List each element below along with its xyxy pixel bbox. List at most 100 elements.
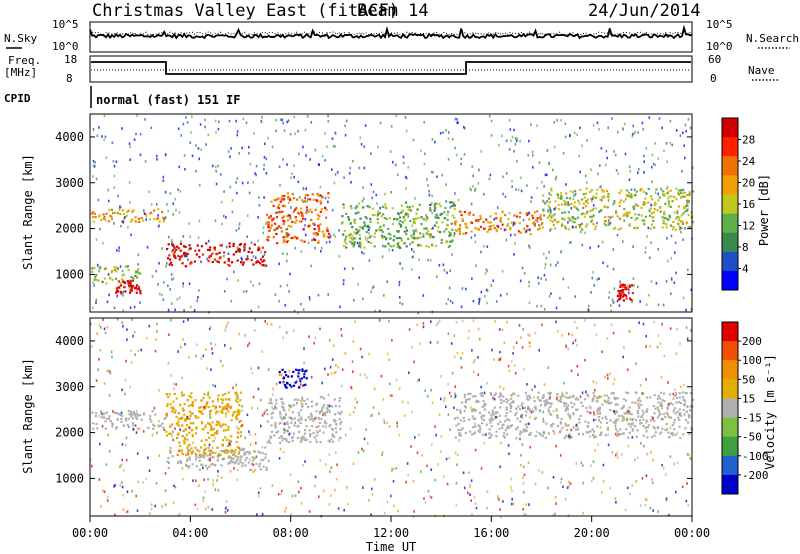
heatmap-cell: [388, 248, 390, 252]
heatmap-cell: [300, 416, 303, 419]
heatmap-cell: [257, 239, 259, 243]
heatmap-cell: [256, 260, 259, 263]
heatmap-cell: [634, 458, 636, 462]
heatmap-cell: [641, 477, 644, 480]
heatmap-cell: [664, 429, 667, 432]
heatmap-cell: [284, 429, 287, 432]
heatmap-cell: [613, 287, 616, 290]
heatmap-cell: [156, 431, 158, 435]
heatmap-cell: [458, 230, 461, 233]
heatmap-cell: [124, 265, 127, 268]
heatmap-cell: [275, 118, 278, 122]
heatmap-cell: [626, 368, 629, 371]
heatmap-cell: [619, 283, 622, 286]
heatmap-cell: [133, 305, 136, 309]
heatmap-cell: [625, 428, 628, 431]
heatmap-cell: [478, 430, 481, 433]
heatmap-cell: [315, 410, 318, 413]
heatmap-cell: [334, 235, 336, 238]
heatmap-cell: [126, 265, 129, 268]
heatmap-cell: [411, 410, 413, 414]
heatmap-cell: [261, 264, 264, 267]
heatmap-cell: [544, 404, 547, 407]
heatmap-cell: [643, 160, 645, 163]
heatmap-cell: [526, 422, 529, 425]
heatmap-cell: [599, 185, 601, 189]
heatmap-cell: [500, 515, 502, 519]
heatmap-cell: [94, 277, 97, 280]
heatmap-cell: [386, 421, 388, 425]
heatmap-cell: [474, 448, 477, 452]
heatmap-cell: [680, 230, 682, 234]
heatmap-cell: [279, 413, 282, 416]
heatmap-cell: [581, 144, 583, 148]
heatmap-cell: [509, 228, 512, 231]
heatmap-cell: [635, 203, 637, 206]
heatmap-cell: [324, 206, 327, 209]
heatmap-cell: [177, 424, 180, 427]
heatmap-cell: [243, 249, 246, 252]
heatmap-cell: [662, 219, 665, 222]
heatmap-cell: [644, 251, 647, 254]
heatmap-cell: [250, 241, 253, 244]
heatmap-cell: [463, 409, 466, 413]
heatmap-cell: [184, 453, 188, 456]
heatmap-cell: [669, 205, 672, 208]
heatmap-cell: [417, 216, 420, 220]
heatmap-cell: [309, 433, 312, 436]
heatmap-cell: [382, 213, 385, 216]
heatmap-cell: [519, 139, 521, 143]
heatmap-cell: [232, 386, 234, 390]
heatmap-cell: [112, 211, 114, 215]
heatmap-cell: [600, 209, 603, 212]
heatmap-cell: [567, 404, 570, 407]
heatmap-cell: [331, 208, 334, 212]
heatmap-cell: [280, 397, 283, 400]
heatmap-cell: [471, 433, 474, 436]
heatmap-cell: [104, 218, 107, 222]
heatmap-cell: [447, 210, 450, 213]
heatmap-cell: [435, 213, 438, 216]
heatmap-cell: [362, 206, 365, 209]
heatmap-cell: [228, 245, 231, 248]
heatmap-cell: [422, 325, 425, 329]
heatmap-cell: [241, 181, 244, 185]
heatmap-cell: [422, 322, 425, 325]
heatmap-cell: [136, 452, 139, 455]
heatmap-cell: [283, 239, 286, 242]
heatmap-cell: [621, 295, 625, 298]
heatmap-cell: [660, 418, 663, 421]
heatmap-cell: [591, 397, 594, 400]
heatmap-cell: [632, 132, 634, 136]
heatmap-cell: [317, 217, 320, 221]
heatmap-cell: [301, 368, 304, 371]
heatmap-cell: [310, 405, 313, 408]
heatmap-cell: [520, 336, 522, 339]
colorbar-tick-label: 12: [742, 220, 755, 233]
heatmap-cell: [639, 384, 642, 387]
heatmap-cell: [363, 224, 366, 227]
heatmap-cell: [352, 159, 354, 163]
heatmap-cell: [353, 243, 356, 246]
heatmap-cell: [226, 509, 229, 512]
heatmap-cell: [520, 454, 522, 457]
heatmap-cell: [562, 152, 565, 155]
heatmap-cell: [230, 261, 234, 264]
heatmap-cell: [304, 402, 308, 406]
heatmap-cell: [501, 328, 504, 332]
heatmap-cell: [94, 275, 97, 278]
heatmap-cell: [381, 237, 384, 240]
heatmap-cell: [604, 375, 606, 379]
heatmap-cell: [631, 284, 634, 287]
heatmap-cell: [684, 156, 686, 160]
heatmap-cell: [352, 410, 355, 414]
heatmap-cell: [285, 232, 288, 235]
heatmap-cell: [369, 235, 371, 239]
heatmap-cell: [202, 499, 204, 503]
heatmap-cell: [537, 228, 540, 231]
heatmap-cell: [626, 285, 629, 288]
colorbar-tick-label: -50: [742, 431, 762, 444]
heatmap-cell: [529, 341, 532, 344]
heatmap-cell: [281, 489, 283, 493]
